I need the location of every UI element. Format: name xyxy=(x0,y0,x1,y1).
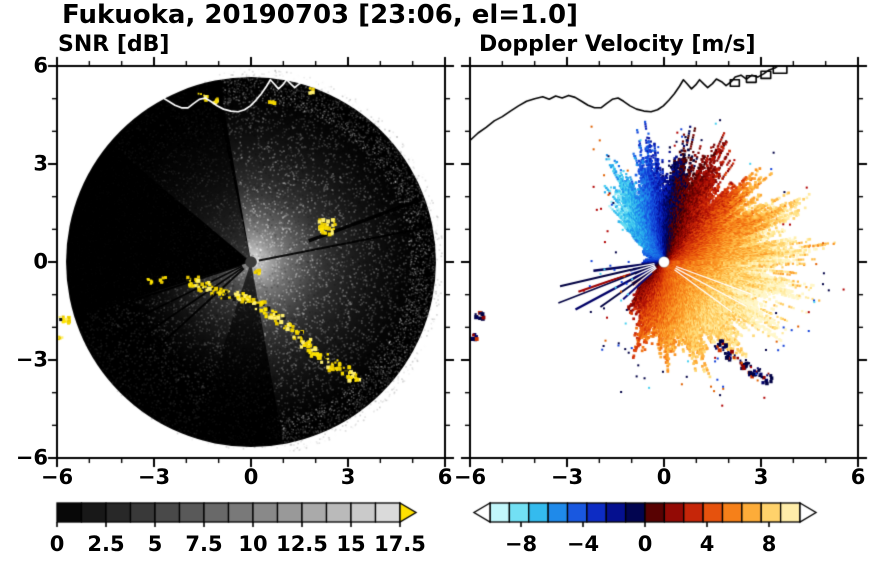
velocity-colorbar-tick-label: 4 xyxy=(699,532,715,556)
snr-colorbar-tick-label: 17.5 xyxy=(374,532,426,556)
snr-x-tick-label: 0 xyxy=(243,465,259,489)
snr-colorbar-tick-label: 12.5 xyxy=(276,532,328,556)
snr-colorbar-tick-label: 2.5 xyxy=(87,532,125,556)
snr-plot-area xyxy=(57,66,445,458)
doppler-panel-title: Doppler Velocity [m/s] xyxy=(479,32,756,57)
snr-x-tick-label: −3 xyxy=(137,465,171,489)
y-tick-label: −6 xyxy=(15,445,48,470)
y-tick-label: 3 xyxy=(33,151,48,176)
velocity-colorbar-tick-label: −4 xyxy=(566,532,600,556)
velocity-colorbar-tick-label: 8 xyxy=(761,532,777,556)
snr-colorbar xyxy=(57,503,417,522)
snr-colorbar-tick-label: 7.5 xyxy=(185,532,223,556)
snr-colorbar-tick-label: 0 xyxy=(49,532,65,556)
snr-x-tick-label: −6 xyxy=(40,465,74,489)
doppler-x-tick-label: −6 xyxy=(453,465,487,489)
snr-colorbar-tick-label: 15 xyxy=(336,532,366,556)
figure-title: Fukuoka, 20190703 [23:06, el=1.0] xyxy=(62,0,579,30)
y-tick-label: 0 xyxy=(33,249,48,274)
snr-panel-title: SNR [dB] xyxy=(58,32,170,57)
y-tick-label: 6 xyxy=(33,53,48,78)
doppler-x-tick-label: 6 xyxy=(850,465,866,489)
velocity-colorbar-tick-label: −8 xyxy=(504,532,538,556)
doppler-x-tick-label: 0 xyxy=(656,465,672,489)
y-tick-label: −3 xyxy=(15,347,48,372)
velocity-colorbar-tick-label: 0 xyxy=(637,532,653,556)
doppler-x-tick-label: 3 xyxy=(753,465,769,489)
doppler-x-tick-label: −3 xyxy=(550,465,584,489)
snr-colorbar-tick-label: 5 xyxy=(147,532,163,556)
snr-x-tick-label: 3 xyxy=(340,465,356,489)
snr-x-tick-label: 6 xyxy=(437,465,453,489)
snr-colorbar-tick-label: 10 xyxy=(238,532,268,556)
doppler-colorbar xyxy=(474,503,818,522)
doppler-plot-area xyxy=(470,66,858,458)
